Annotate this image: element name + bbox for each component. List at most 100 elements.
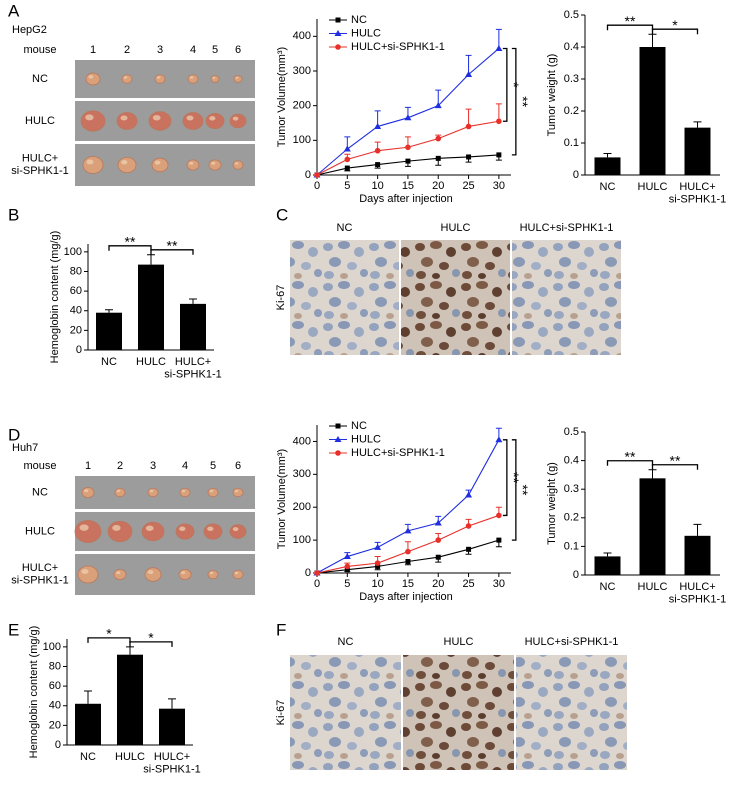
tumor [233, 75, 243, 83]
y-axis-label: Hemoglobin content (mg/g) [28, 626, 40, 759]
tumor-highlight [152, 114, 161, 121]
group-label: NC [32, 486, 48, 498]
tumor [208, 159, 222, 171]
tumor [229, 524, 247, 539]
tumor [116, 112, 138, 130]
significance-label: ** [506, 472, 522, 483]
marker [344, 563, 351, 570]
tumor-highlight [209, 489, 214, 493]
y-tick-label: 40 [49, 700, 61, 712]
error-bar [693, 523, 702, 536]
column-header: HULC [444, 636, 474, 648]
mouse-id: 6 [235, 44, 241, 56]
legend-marker [334, 436, 342, 442]
significance-bracket [502, 47, 508, 122]
x-tick-label: HULC+ si-SPHK1-1 [164, 356, 221, 381]
marker [374, 122, 382, 129]
tumor-highlight [79, 524, 89, 531]
tumor [232, 160, 244, 170]
group-label: HULC [25, 115, 55, 127]
panel-letter: D [8, 425, 20, 444]
panel-letter: B [8, 205, 19, 224]
significance-label: * [672, 17, 678, 33]
marker [435, 537, 442, 543]
significance-bracket [651, 464, 699, 470]
x-tick-label: HULC [136, 356, 166, 368]
marker [374, 560, 381, 566]
x-tick-label: 25 [462, 180, 474, 192]
significance-label: * [148, 630, 154, 646]
marker [434, 519, 442, 526]
column-header: NC [338, 636, 354, 648]
tumor [175, 523, 195, 540]
tumor-highlight [212, 76, 216, 79]
significance-bracket [108, 245, 152, 251]
marker [465, 123, 472, 130]
panel-letter: E [8, 620, 19, 639]
bar [684, 535, 711, 575]
tumor [232, 487, 244, 498]
y-tick-label: 0 [305, 169, 311, 181]
significance-label: ** [515, 485, 531, 496]
tumor [151, 157, 169, 173]
x-tick-label: 0 [314, 578, 320, 590]
mouse-id: 1 [85, 460, 91, 472]
tumor [85, 72, 101, 86]
bar [639, 47, 666, 175]
error-bar [693, 121, 702, 128]
x-tick-label: HULC [638, 581, 668, 593]
panel-letter: F [276, 620, 286, 639]
marker [404, 114, 412, 121]
cell-line: Huh7 [12, 442, 38, 454]
x-axis-label: Days after injection [359, 193, 453, 205]
y-tick-label: 0 [55, 739, 61, 751]
tumor [141, 521, 165, 542]
legend-marker [335, 17, 341, 23]
tumor-highlight [116, 489, 121, 493]
error-bar [189, 298, 197, 304]
tumor-highlight [189, 76, 194, 79]
y-axis-label: Tumor Volume(mm³) [276, 449, 288, 549]
column-header: HULC+si-SPHK1-1 [525, 636, 619, 648]
tumor-highlight [84, 489, 89, 493]
marker [465, 491, 473, 498]
tumor [77, 565, 99, 584]
marker [343, 145, 351, 152]
mouse-header: mouse [23, 44, 56, 56]
error-bar [84, 690, 92, 704]
error-bar [603, 552, 612, 557]
marker [405, 548, 411, 555]
marker [344, 165, 350, 171]
y-tick-label: 100 [43, 641, 61, 653]
marker [465, 70, 473, 77]
y-tick-label: 0 [573, 169, 579, 181]
marker [314, 570, 320, 576]
tumor-highlight [234, 489, 239, 493]
tumor-highlight [181, 489, 186, 493]
marker [405, 144, 411, 151]
y-tick-label: 0.5 [564, 426, 579, 438]
tumor [229, 113, 247, 129]
marker [344, 567, 350, 573]
marker [496, 152, 502, 158]
significance-label: ** [625, 13, 636, 29]
marker [344, 156, 351, 163]
bar [594, 157, 621, 175]
x-tick-label: 0 [314, 180, 320, 192]
tumor-highlight [235, 76, 239, 79]
x-tick-label: 25 [462, 578, 474, 590]
x-tick-label: 30 [493, 578, 505, 590]
tumor-highlight [156, 76, 161, 79]
bar [117, 654, 143, 745]
marker [404, 527, 412, 534]
marker [465, 523, 472, 529]
x-tick-label: 10 [372, 578, 384, 590]
tumor-highlight [149, 489, 154, 493]
tumor [107, 520, 133, 543]
marker [496, 512, 502, 519]
marker [375, 162, 381, 168]
marker [435, 135, 442, 142]
legend-label: NC [351, 420, 367, 432]
tumor-highlight [81, 569, 89, 574]
